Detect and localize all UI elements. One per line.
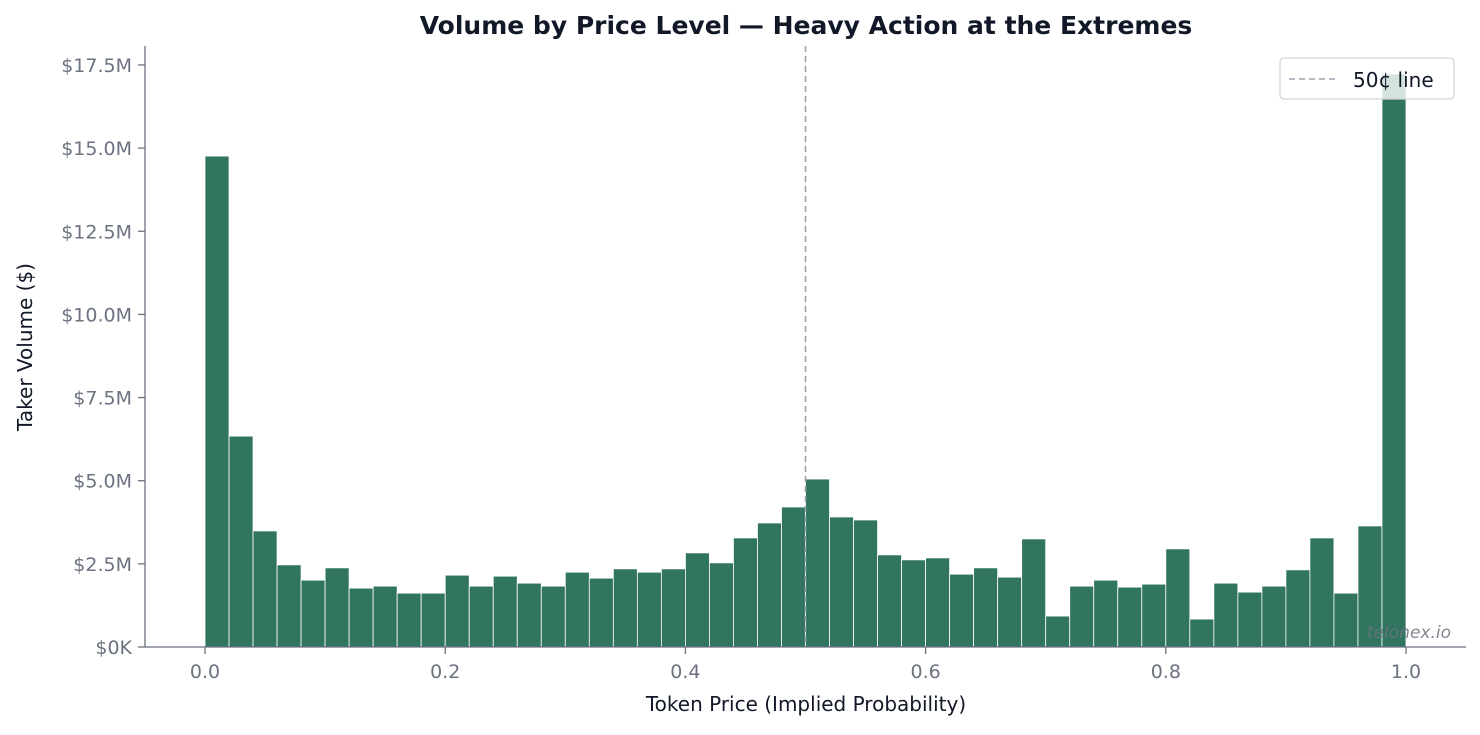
bar [757, 522, 782, 648]
bar [1069, 585, 1095, 648]
legend-label: 50¢ line [1353, 68, 1434, 92]
bar [612, 568, 638, 648]
bars-group [204, 73, 1407, 648]
bar [468, 585, 494, 648]
bar [925, 557, 951, 648]
x-tick-label: 0.0 [190, 661, 220, 683]
bar [252, 530, 278, 648]
bar [733, 537, 758, 648]
bar [540, 585, 566, 648]
x-tick-label: 0.6 [910, 661, 940, 683]
bar [660, 568, 686, 648]
x-axis-label: Token Price (Implied Probability) [645, 692, 966, 716]
bar [1309, 537, 1335, 648]
bar [396, 592, 422, 648]
bar [420, 592, 446, 648]
y-tick-label: $0K [95, 637, 132, 659]
bar [1285, 569, 1311, 648]
bar [853, 519, 878, 648]
bar [276, 564, 302, 648]
bar [877, 554, 902, 648]
bar [781, 506, 806, 648]
bar [1237, 591, 1263, 648]
bar [1333, 592, 1359, 648]
bar [228, 435, 254, 648]
bar [1141, 583, 1167, 648]
axes [144, 46, 1466, 648]
bar [1117, 586, 1143, 648]
x-tick-label: 0.2 [430, 661, 460, 683]
watermark: telonex.io [1367, 623, 1451, 643]
bar [516, 582, 542, 648]
y-tick-label: $10.0M [61, 304, 132, 326]
bar [1093, 579, 1119, 648]
bar [204, 155, 230, 648]
bar [324, 567, 350, 648]
bar [805, 478, 830, 648]
y-tick-label: $7.5M [73, 388, 132, 410]
y-tick-label: $12.5M [61, 221, 132, 243]
bar [348, 587, 374, 648]
legend-box [1279, 57, 1455, 100]
chart-title: Volume by Price Level — Heavy Action at … [420, 11, 1193, 40]
x-tick-label: 1.0 [1391, 661, 1421, 683]
bar [636, 571, 662, 648]
bar [709, 562, 734, 648]
bar [1381, 73, 1407, 648]
bar [1189, 618, 1215, 648]
bar [444, 574, 470, 648]
bar [588, 577, 614, 648]
bar [829, 516, 854, 648]
bar [685, 552, 710, 648]
y-tick-label: $2.5M [73, 554, 132, 576]
bar [1357, 525, 1383, 648]
bar [492, 575, 518, 648]
bar [300, 579, 326, 648]
x-tick-label: 0.8 [1151, 661, 1181, 683]
bar [901, 559, 927, 648]
bar [973, 567, 999, 648]
x-tick-label: 0.4 [670, 661, 700, 683]
bar [1045, 615, 1071, 648]
y-tick-label: $17.5M [61, 55, 132, 77]
y-tick-label: $15.0M [61, 138, 132, 160]
bar [1021, 538, 1047, 648]
y-ticks: $0K $2.5M $5.0M $7.5M $10.0M $12.5M $15.0M $17.… [61, 55, 145, 659]
y-axis-label: Taker Volume ($) [13, 263, 37, 432]
bar [997, 576, 1023, 648]
bar [1213, 582, 1239, 648]
legend: 50¢ line [1279, 57, 1455, 100]
x-ticks: 0.0 0.2 0.4 0.6 0.8 1.0 [190, 647, 1421, 683]
bar [949, 573, 975, 648]
bar [564, 571, 590, 648]
y-tick-label: $5.0M [73, 471, 132, 493]
bar [1261, 585, 1287, 648]
bar [372, 585, 398, 648]
bar [1165, 548, 1191, 648]
